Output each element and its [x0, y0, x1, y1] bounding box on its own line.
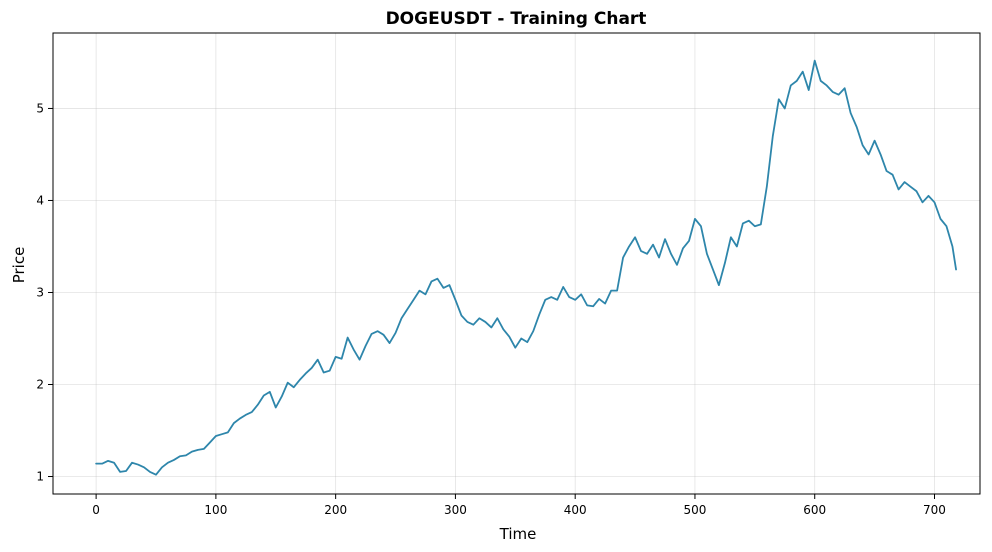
x-tick-label: 0 — [92, 503, 100, 517]
x-axis-label: Time — [499, 525, 537, 543]
x-tick-label: 100 — [204, 503, 227, 517]
x-tick-label: 300 — [444, 503, 467, 517]
x-tick-label: 400 — [564, 503, 587, 517]
chart-title: DOGEUSDT - Training Chart — [386, 9, 647, 29]
plot-frame — [52, 32, 981, 495]
x-tick-label: 200 — [324, 503, 347, 517]
x-axis-ticks: 0 100 200 300 400 500 600 700 — [92, 494, 946, 517]
y-tick-label: 4 — [36, 193, 44, 207]
y-axis-ticks: 1 2 3 4 5 — [36, 101, 53, 484]
y-tick-label: 2 — [36, 378, 44, 392]
y-tick-label: 1 — [36, 470, 44, 484]
grid — [53, 33, 980, 494]
price-series-line — [95, 59, 957, 476]
y-tick-label: 3 — [36, 285, 44, 299]
x-tick-label: 600 — [803, 503, 826, 517]
x-tick-label: 700 — [923, 503, 946, 517]
y-tick-label: 5 — [36, 101, 44, 115]
series-layer — [95, 59, 957, 476]
y-axis-label: Price — [10, 247, 28, 284]
x-tick-label: 500 — [684, 503, 707, 517]
